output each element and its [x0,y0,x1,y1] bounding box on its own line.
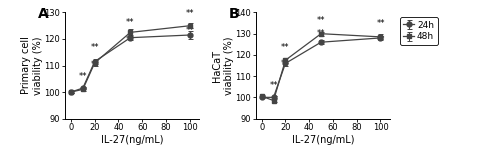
Text: **: ** [90,61,99,69]
Y-axis label: Primary cell
viability (%): Primary cell viability (%) [22,36,43,95]
Text: **: ** [126,18,134,27]
Text: **: ** [78,72,87,81]
X-axis label: IL-27(ng/mL): IL-27(ng/mL) [292,135,354,145]
Text: **: ** [376,19,384,28]
Text: **: ** [186,26,194,35]
Text: **: ** [281,59,289,68]
Text: B: B [229,7,239,21]
Text: **: ** [317,29,326,38]
Text: **: ** [270,81,278,90]
Text: **: ** [126,35,134,44]
Text: **: ** [317,16,326,25]
Text: **: ** [281,43,289,52]
Text: **: ** [376,35,384,44]
Legend: 24h, 48h: 24h, 48h [400,17,438,45]
Y-axis label: HaCaT
viability (%): HaCaT viability (%) [212,36,234,95]
X-axis label: IL-27(ng/mL): IL-27(ng/mL) [101,135,164,145]
Text: A: A [38,7,49,21]
Text: **: ** [186,9,194,18]
Text: **: ** [90,43,99,52]
